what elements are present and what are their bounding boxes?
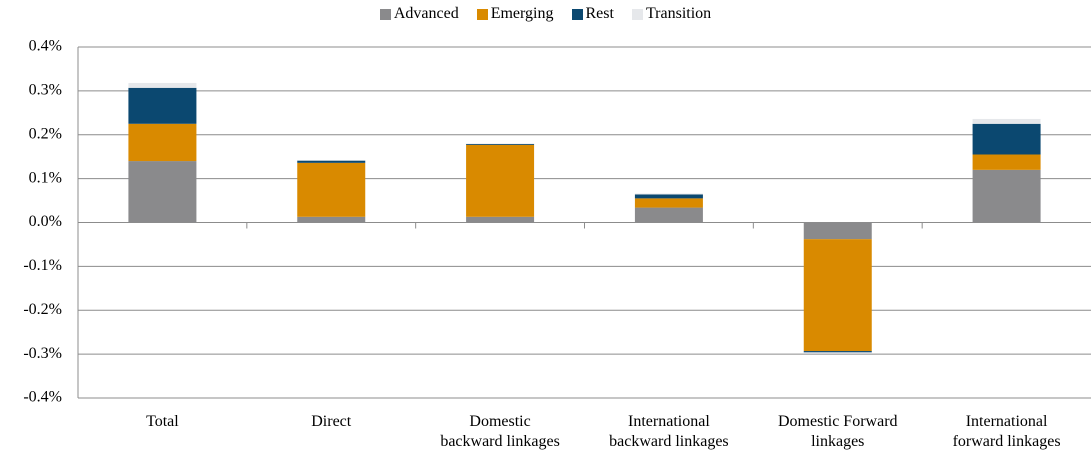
legend-label: Advanced <box>393 5 459 22</box>
bar-segment <box>634 193 703 195</box>
bar-segment <box>466 143 535 145</box>
bar-segment <box>128 123 197 162</box>
y-tick-label: 0.4% <box>29 38 62 55</box>
legend-label: Transition <box>645 5 712 22</box>
y-tick-label: 0.2% <box>29 125 62 142</box>
legend-item: Rest <box>571 5 614 23</box>
y-tick-label: 0.1% <box>29 169 62 186</box>
bar-segment <box>128 161 197 223</box>
y-tick-label: -0.3% <box>23 345 62 362</box>
bar-segment <box>972 169 1041 223</box>
legend: Advanced Emerging Rest Transition <box>0 5 1091 23</box>
x-tick-label: International backward linkages <box>609 413 729 450</box>
y-tick-label: -0.4% <box>23 389 62 406</box>
legend-item: Advanced <box>379 5 459 23</box>
x-tick-label: Domestic Forward linkages <box>777 413 898 450</box>
legend-label: Emerging <box>490 5 554 22</box>
x-tick-label: International forward linkages <box>952 413 1061 450</box>
legend-swatch <box>476 8 488 20</box>
legend-item: Emerging <box>476 5 554 23</box>
bar-segment <box>972 123 1041 155</box>
x-tick-label: Domestic backward linkages <box>440 413 560 450</box>
bar-segment <box>466 216 535 223</box>
legend-label: Rest <box>585 5 614 22</box>
x-tick-label: Total <box>146 413 179 430</box>
legend-item: Transition <box>631 5 712 23</box>
y-tick-label: 0.0% <box>29 213 62 230</box>
bar-segment <box>972 118 1041 124</box>
bar-segment <box>128 87 197 124</box>
bar-segment <box>466 144 535 217</box>
bar-segment <box>803 222 872 240</box>
legend-swatch <box>379 8 391 20</box>
y-tick-label: -0.2% <box>23 301 62 318</box>
bar-segment <box>803 351 872 353</box>
bar-segment <box>634 207 703 223</box>
legend-swatch <box>571 8 583 20</box>
legend-swatch <box>631 8 643 20</box>
y-tick-label: -0.1% <box>23 257 62 274</box>
bar-segment <box>634 194 703 199</box>
bar-segment <box>297 162 366 217</box>
y-tick-label: 0.3% <box>29 82 62 99</box>
bar-segment <box>128 82 197 88</box>
bar-segment <box>634 198 703 208</box>
bar-segment <box>972 154 1041 170</box>
x-tick-label: Direct <box>311 413 352 430</box>
bar-segment <box>297 216 366 223</box>
bar-segment <box>803 352 872 354</box>
bar-segment <box>297 160 366 163</box>
bar-segment <box>803 239 872 352</box>
